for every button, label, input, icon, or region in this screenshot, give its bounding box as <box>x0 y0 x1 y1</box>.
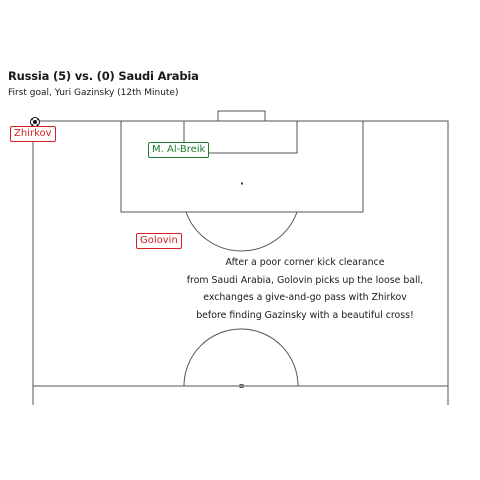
description-line: from Saudi Arabia, Golovin picks up the … <box>186 274 424 286</box>
player-label-golovin: Golovin <box>136 233 182 249</box>
penalty-area <box>120 120 364 213</box>
penalty-arc <box>185 211 298 252</box>
chart-subtitle: First goal, Yuri Gazinsky (12th Minute) <box>8 88 179 98</box>
center-circle <box>183 328 299 387</box>
ball-icon <box>30 117 40 127</box>
chart-title: Russia (5) vs. (0) Saudi Arabia <box>8 69 199 83</box>
center-spot <box>239 384 244 388</box>
goal <box>217 110 266 122</box>
penalty-spot <box>241 182 243 185</box>
player-label-al-breik: M. Al-Breik <box>148 142 210 158</box>
description-line: After a poor corner kick clearance <box>225 257 385 268</box>
description-line: before finding Gazinsky with a beautiful… <box>196 309 414 321</box>
player-label-zhirkov: Zhirkov <box>10 126 56 142</box>
play-description: After a poor corner kick clearance from … <box>180 254 430 324</box>
description-line: exchanges a give-and-go pass with Zhirko… <box>203 292 407 304</box>
six-yard-box <box>183 120 298 154</box>
